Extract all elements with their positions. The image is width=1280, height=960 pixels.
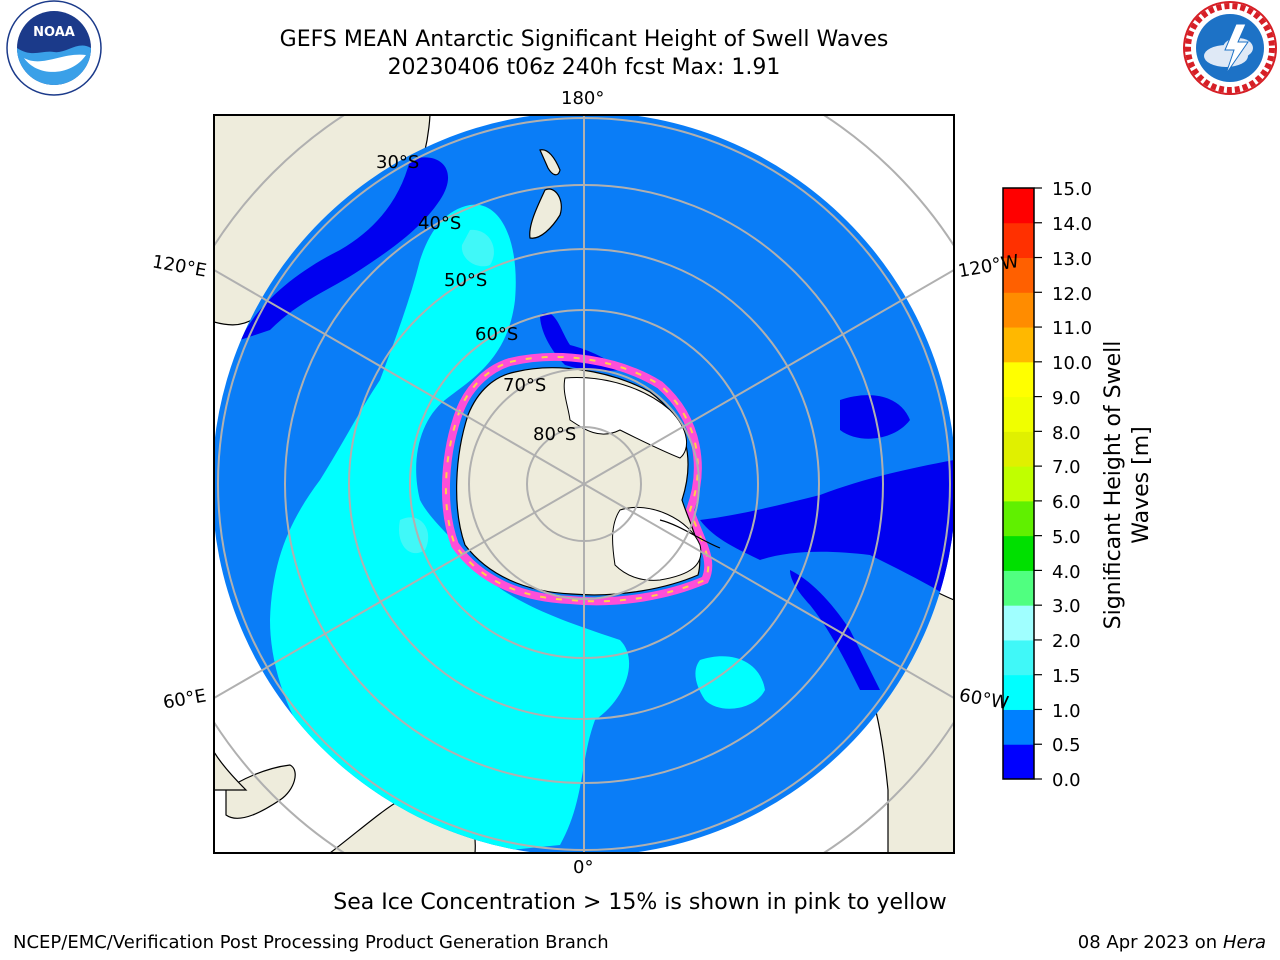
national-weather-service-logo (1183, 1, 1277, 95)
colorbar-bin (1003, 292, 1034, 328)
colorbar-bin (1003, 188, 1034, 224)
lat-label-70s: 70°S (503, 375, 547, 396)
colorbar-tick: 12.0 (1052, 284, 1093, 305)
colorbar-tick: 9.0 (1052, 388, 1081, 409)
svg-text:NOAA: NOAA (33, 25, 75, 40)
lon-label-0: 0° (573, 857, 594, 878)
colorbar-tick: 0.5 (1052, 735, 1081, 756)
colorbar-label-line1: Significant Height of Swell (1101, 340, 1126, 630)
colorbar-bin (1003, 570, 1034, 606)
africa-west-coast (214, 750, 248, 791)
colorbar-bin (1003, 361, 1034, 398)
colorbar-label-line2: Waves [m] (1129, 426, 1154, 544)
swell-1-1.5m-region (270, 204, 630, 853)
weddell-ice-shelf (612, 506, 702, 581)
colorbar-tick: 14.0 (1052, 214, 1093, 235)
colorbar-tick: 3.0 (1052, 596, 1081, 617)
colorbar-tick: 1.5 (1052, 666, 1081, 687)
lat-label-50s: 50°S (444, 270, 488, 291)
lat-label-60s: 60°S (475, 324, 519, 345)
colorbar-bin (1003, 500, 1034, 537)
colorbar-label: Significant Height of Swell Waves [m] (1100, 341, 1156, 630)
colorbar-tick: 4.0 (1052, 562, 1081, 583)
colorbar-frame (1002, 187, 1035, 780)
colorbar-bin (1003, 466, 1034, 502)
graticule (214, 115, 954, 853)
ross-ice-shelf (563, 377, 688, 459)
colorbar-tick: 6.0 (1052, 492, 1081, 513)
footer-date-text: 08 Apr 2023 on (1077, 932, 1223, 953)
colorbar-tick: 15.0 (1052, 179, 1093, 200)
colorbar-tick: 0.0 (1052, 770, 1081, 791)
colorbar-bin (1003, 605, 1034, 641)
map-frame (213, 114, 955, 854)
noaa-logo: NOAA (6, 0, 102, 96)
footer-date: 08 Apr 2023 on Hera (1078, 932, 1266, 953)
colorbar-tick: 10.0 (1052, 353, 1093, 374)
colorbar-tick: 7.0 (1052, 457, 1081, 478)
sea-ice-edge (441, 352, 713, 606)
colorbar-bin (1003, 257, 1034, 293)
lon-label-180: 180° (561, 88, 605, 109)
colorbar-tick: 1.0 (1052, 701, 1081, 722)
footer-credit: NCEP/EMC/Verification Post Processing Pr… (13, 932, 609, 953)
colorbar-tick: 8.0 (1052, 423, 1081, 444)
colorbar-tick: 5.0 (1052, 527, 1081, 548)
colorbar-tick: 13.0 (1052, 249, 1093, 270)
colorbar-bin (1003, 674, 1034, 710)
colorbar-bin (1003, 709, 1034, 745)
map-title: GEFS MEAN Antarctic Significant Height o… (279, 27, 889, 52)
colorbar-bin (1003, 639, 1034, 676)
colorbar-bin (1003, 396, 1034, 432)
colorbar-bin (1003, 431, 1034, 467)
colorbar-tick: 11.0 (1052, 318, 1093, 339)
colorbar-bin (1003, 535, 1034, 571)
colorbar-tick: 2.0 (1052, 631, 1081, 652)
footer-host: Hera (1222, 932, 1266, 953)
colorbar (1003, 187, 1042, 780)
lat-label-30s: 30°S (376, 152, 420, 173)
colorbar-bin (1003, 222, 1034, 259)
lat-label-80s: 80°S (533, 424, 577, 445)
new-zealand-landmass (529, 149, 562, 239)
colorbar-bin (1003, 327, 1034, 363)
sea-ice-note: Sea Ice Concentration > 15% is shown in … (333, 890, 947, 915)
map-subtitle: 20230406 t06z 240h fcst Max: 1.91 (387, 55, 781, 80)
lat-label-40s: 40°S (418, 213, 462, 234)
colorbar-bin (1003, 744, 1034, 780)
